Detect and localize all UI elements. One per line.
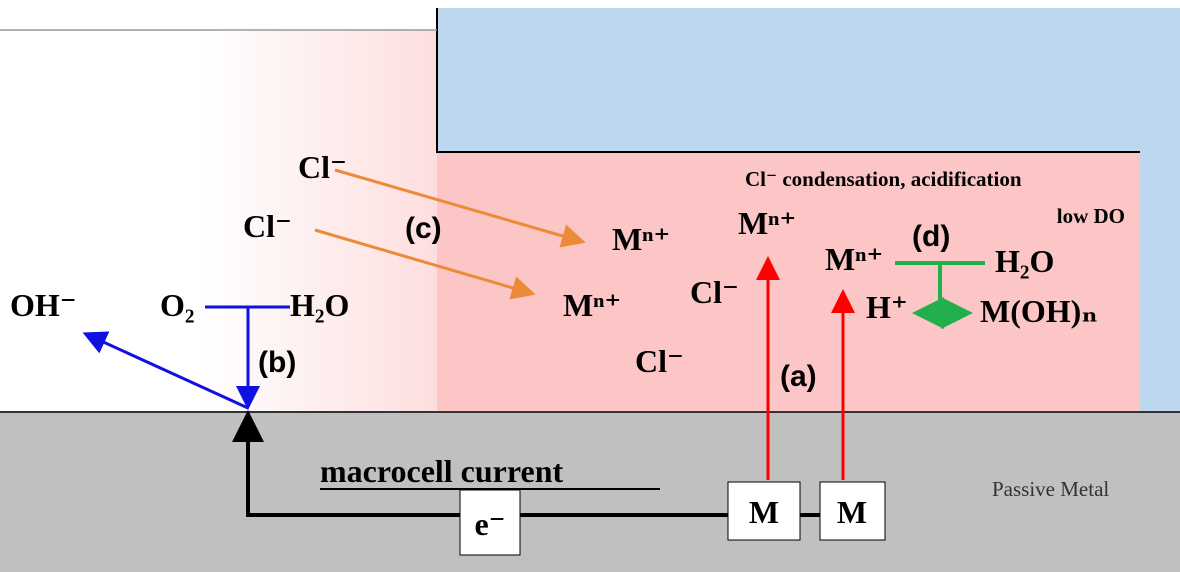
diagram: Cl⁻ Cl⁻ Cl⁻ Cl⁻ (a) (b) (c) (d) OH⁻ O₂ H… [0,0,1180,572]
label: M [749,494,779,530]
label: H₂O [290,287,349,323]
label: low DO [1057,204,1125,228]
label: OH⁻ [10,287,77,323]
label: (b) [258,346,296,379]
label: (d) [912,220,950,253]
label: O₂ [160,287,194,323]
label: Cl⁻ [635,343,684,379]
label: (c) [405,212,442,245]
label: Cl⁻ condensation, acidification [745,167,1022,191]
label: Mⁿ⁺ [612,221,670,257]
label: (a) [780,360,817,393]
label: Mⁿ⁺ [825,241,883,277]
label: H₂O [995,243,1054,279]
label: e⁻ [474,506,505,542]
label: M [837,494,867,530]
label: Cl⁻ [298,149,347,185]
label: macrocell current [320,453,564,489]
label: H⁺ [866,289,908,325]
label: Cl⁻ [690,274,739,310]
label: Cl⁻ [243,208,292,244]
label: Mⁿ⁺ [738,205,796,241]
label: Passive Metal [992,477,1109,501]
label: M(OH)ₙ [980,293,1098,329]
label: Mⁿ⁺ [563,287,621,323]
